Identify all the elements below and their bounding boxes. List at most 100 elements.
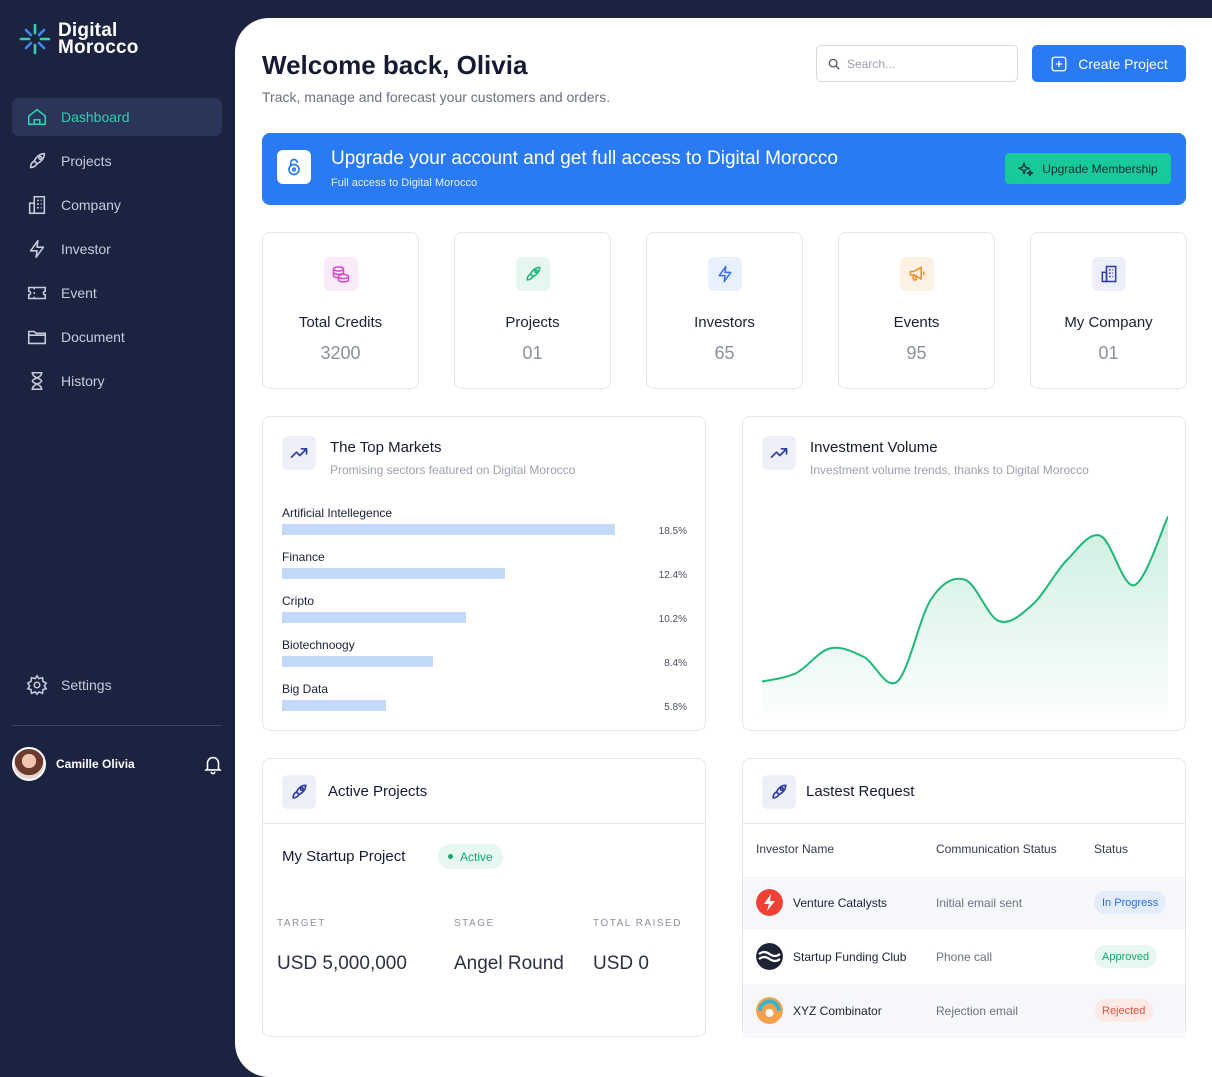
- sidebar-item-label: Projects: [61, 153, 112, 169]
- sidebar-item-projects[interactable]: Projects: [12, 142, 222, 180]
- search-input[interactable]: [847, 56, 1007, 71]
- project-name[interactable]: My Startup Project: [282, 848, 406, 865]
- investment-volume-chart: [762, 516, 1168, 713]
- unlock-icon: [288, 158, 300, 176]
- stat-icon-box: [707, 257, 742, 291]
- stat-label: Investors: [694, 314, 755, 331]
- sidebar-item-company[interactable]: Company: [12, 186, 222, 224]
- card-title: Lastest Request: [806, 783, 915, 800]
- card-subtitle: Investment volume trends, thanks to Digi…: [810, 463, 1089, 477]
- stat-value: 3200: [320, 343, 361, 363]
- sidebar-item-dashboard[interactable]: Dashboard: [12, 98, 222, 136]
- market-bar-row: Cripto 10.2%: [282, 594, 687, 634]
- market-bar: [282, 568, 505, 579]
- sidebar-item-label: Settings: [61, 677, 112, 693]
- stat-card-projects[interactable]: Projects 01: [454, 232, 611, 389]
- table-row[interactable]: Startup Funding Club Phone call Approved: [743, 930, 1185, 984]
- stat-label: Events: [893, 314, 940, 331]
- upgrade-banner: Upgrade your account and get full access…: [262, 133, 1186, 205]
- stat-icon-box: [1091, 257, 1126, 291]
- bell-icon[interactable]: [202, 753, 224, 775]
- target-value: USD 5,000,000: [277, 953, 407, 974]
- table-row[interactable]: Venture Catalysts Initial email sent In …: [743, 876, 1185, 930]
- brand-line-2: Morocco: [58, 37, 139, 58]
- sidebar: Digital Morocco Dashboard Projects Compa…: [0, 0, 235, 1077]
- status-badge: In Progress: [1094, 891, 1167, 914]
- table-row[interactable]: XYZ Combinator Rejection email Rejected: [743, 984, 1185, 1038]
- brand-name: Digital Morocco: [58, 20, 139, 58]
- upgrade-membership-label: Upgrade Membership: [1042, 161, 1158, 176]
- search-box[interactable]: [816, 45, 1018, 82]
- sidebar-divider: [12, 725, 222, 726]
- banner-icon-box: [277, 150, 311, 184]
- stat-value: 01: [522, 343, 543, 363]
- page-title: Welcome back, Olivia: [262, 50, 528, 80]
- gear-icon: [26, 674, 48, 696]
- column-header: Investor Name: [756, 842, 835, 856]
- startup-funding-club-logo-icon: [756, 943, 783, 970]
- sidebar-item-settings[interactable]: Settings: [12, 666, 222, 704]
- status-badge: Active: [438, 844, 503, 869]
- market-label: Biotechnoogy: [282, 638, 355, 652]
- sidebar-item-label: Document: [61, 329, 125, 345]
- avatar[interactable]: [12, 747, 46, 781]
- brand-line-1: Digital: [58, 20, 118, 41]
- sidebar-item-investor[interactable]: Investor: [12, 230, 222, 268]
- sidebar-nav: Dashboard Projects Company Investor Even…: [12, 98, 222, 406]
- sidebar-item-label: Dashboard: [61, 109, 130, 125]
- trend-up-icon: [770, 448, 788, 458]
- xyz-combinator-logo-icon: [756, 997, 783, 1024]
- market-percent: 8.4%: [664, 658, 687, 669]
- stage-value: Angel Round: [454, 953, 564, 974]
- stat-icon-box: [515, 257, 550, 291]
- venture-catalysts-logo-icon: [756, 889, 783, 916]
- stat-label: Projects: [505, 314, 560, 331]
- card-divider: [263, 823, 705, 824]
- upgrade-membership-button[interactable]: Upgrade Membership: [1005, 153, 1171, 184]
- stat-card-my-company[interactable]: My Company 01: [1030, 232, 1187, 389]
- stat-card-investors[interactable]: Investors 65: [646, 232, 803, 389]
- sidebar-item-label: Event: [61, 285, 97, 301]
- coins-icon: [332, 266, 349, 283]
- lightning-icon: [717, 265, 732, 283]
- market-percent: 12.4%: [658, 570, 687, 581]
- total-raised-label: TOTAL RAISED: [593, 918, 682, 929]
- market-label: Finance: [282, 550, 325, 564]
- volume-area: [762, 516, 1168, 713]
- brand-logo[interactable]: Digital Morocco: [18, 20, 139, 58]
- sidebar-item-event[interactable]: Event: [12, 274, 222, 312]
- market-bar: [282, 700, 386, 711]
- card-title: Investment Volume: [810, 439, 938, 456]
- create-project-label: Create Project: [1078, 55, 1168, 72]
- lightning-icon: [29, 239, 45, 259]
- create-project-button[interactable]: Create Project: [1032, 45, 1186, 82]
- stat-card-events[interactable]: Events 95: [838, 232, 995, 389]
- settings-wrapper: Settings: [12, 666, 222, 710]
- market-bar: [282, 656, 433, 667]
- stat-card-total-credits[interactable]: Total Credits 3200: [262, 232, 419, 389]
- market-bar-row: Finance 12.4%: [282, 550, 687, 590]
- card-divider: [743, 823, 1185, 824]
- market-bar-row: Biotechnoogy 8.4%: [282, 638, 687, 678]
- user-name: Camille Olivia: [56, 757, 135, 771]
- sidebar-item-history[interactable]: History: [12, 362, 222, 400]
- card-icon-box: [762, 436, 796, 470]
- card-subtitle: Promising sectors featured on Digital Mo…: [330, 463, 576, 477]
- market-bar-row: Big Data 5.8%: [282, 682, 687, 722]
- stat-label: My Company: [1064, 314, 1153, 331]
- rocket-icon: [29, 152, 46, 169]
- ticket-icon: [27, 286, 47, 300]
- investment-volume-card: Investment Volume Investment volume tren…: [742, 416, 1186, 731]
- plus-square-icon: [1051, 56, 1067, 71]
- communication-status: Phone call: [936, 950, 993, 964]
- search-icon: [828, 58, 840, 70]
- banner-title: Upgrade your account and get full access…: [331, 148, 838, 169]
- card-title: The Top Markets: [330, 439, 442, 456]
- sidebar-item-document[interactable]: Document: [12, 318, 222, 356]
- market-label: Cripto: [282, 594, 315, 608]
- user-profile[interactable]: Camille Olivia: [12, 746, 224, 782]
- stat-value: 01: [1098, 343, 1119, 363]
- folder-icon: [27, 330, 47, 345]
- market-label: Artificial Intellegence: [282, 506, 393, 520]
- stat-label: Total Credits: [298, 314, 383, 331]
